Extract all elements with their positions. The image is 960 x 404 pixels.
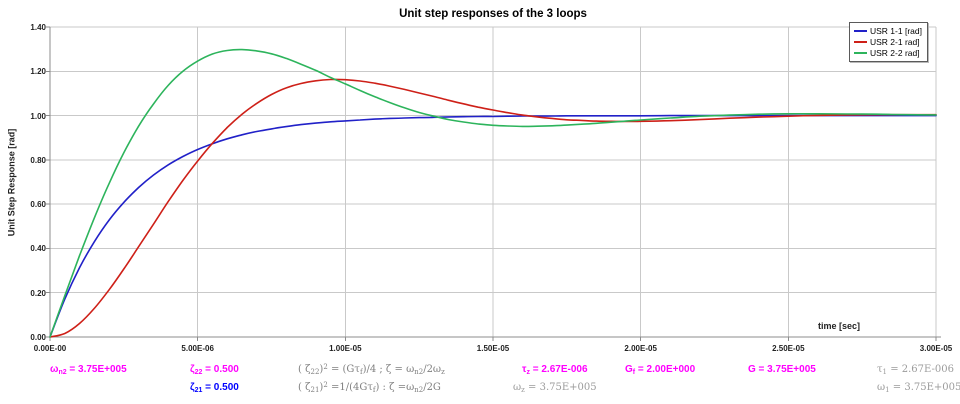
legend-label: USR 2-1 rad]	[870, 36, 920, 47]
annotation-zeta-21: ζ21 = 0.500	[190, 382, 239, 394]
y-tick-label: 0.00	[30, 333, 46, 342]
x-tick-label: 1.50E-05	[476, 344, 510, 353]
legend-item-usr-2-2: USR 2-2 rad]	[854, 47, 922, 58]
annotation-zeta-22: ζ22 = 0.500	[190, 364, 239, 376]
legend-item-usr-2-1: USR 2-1 rad]	[854, 36, 922, 47]
y-tick-label: 0.80	[30, 155, 46, 165]
series-curves	[49, 48, 937, 338]
legend-label: USR 2-2 rad]	[870, 47, 920, 58]
annotation-formula-zeta-22: ( ζ22)2 = (Gτf)/4 ; ζ = ωn2/2ωz	[298, 363, 445, 376]
y-tick-label: 0.60	[30, 200, 46, 210]
axes	[46, 27, 941, 338]
legend-line-icon	[854, 29, 867, 32]
annotation-tau-z: τz = 2.67E-006	[522, 364, 588, 376]
legend: USR 1-1 [rad] USR 2-1 rad] USR 2-2 rad]	[849, 22, 928, 62]
annotation-formula-zeta-21: ( ζ21)2 =1/(4Gτf) : ζ =ωn2/2G	[298, 381, 441, 394]
y-tick-label: 1.00	[30, 111, 46, 121]
annotation-g-f: Gf = 2.00E+000	[625, 364, 696, 376]
x-tick-label: 5.00E-06	[181, 344, 214, 353]
x-tick-label: 3.00E-05	[919, 344, 953, 353]
chart-title: Unit step responses of the 3 loops	[399, 8, 587, 20]
legend-line-icon	[854, 51, 867, 54]
y-tick-label: 1.20	[30, 67, 46, 77]
series-usr-1-1	[49, 114, 937, 338]
annotation-omega-z: ωz = 3.75E+005	[513, 382, 597, 394]
annotation-tau-1: τ1 = 2.67E-006	[877, 364, 954, 376]
legend-label: USR 1-1 [rad]	[870, 25, 922, 36]
x-tick-label: 1.00E-05	[329, 344, 362, 353]
annotation-omega-n2: ωn2 = 3.75E+005	[50, 364, 127, 376]
series-usr-2-2	[49, 48, 937, 338]
x-tick-label: 2.50E-05	[772, 344, 805, 353]
y-tick-label: 0.40	[30, 244, 46, 254]
annotation-omega-1: ω1 = 3.75E+005	[877, 382, 960, 394]
annotation-g: G = 3.75E+005	[748, 364, 816, 375]
x-tick-label: 2.00E-05	[624, 344, 657, 353]
plot-area	[46, 26, 941, 341]
legend-item-usr-1-1: USR 1-1 [rad]	[854, 25, 922, 36]
x-tick-label: 0.00E-00	[33, 344, 67, 353]
series-usr-2-1	[49, 78, 937, 338]
y-tick-label: 0.20	[30, 288, 46, 298]
y-axis-title: Unit Step Response [rad]	[6, 128, 17, 237]
y-tick-label: 1.40	[30, 23, 46, 32]
legend-line-icon	[854, 40, 867, 43]
x-axis-title: time [sec]	[818, 321, 861, 331]
